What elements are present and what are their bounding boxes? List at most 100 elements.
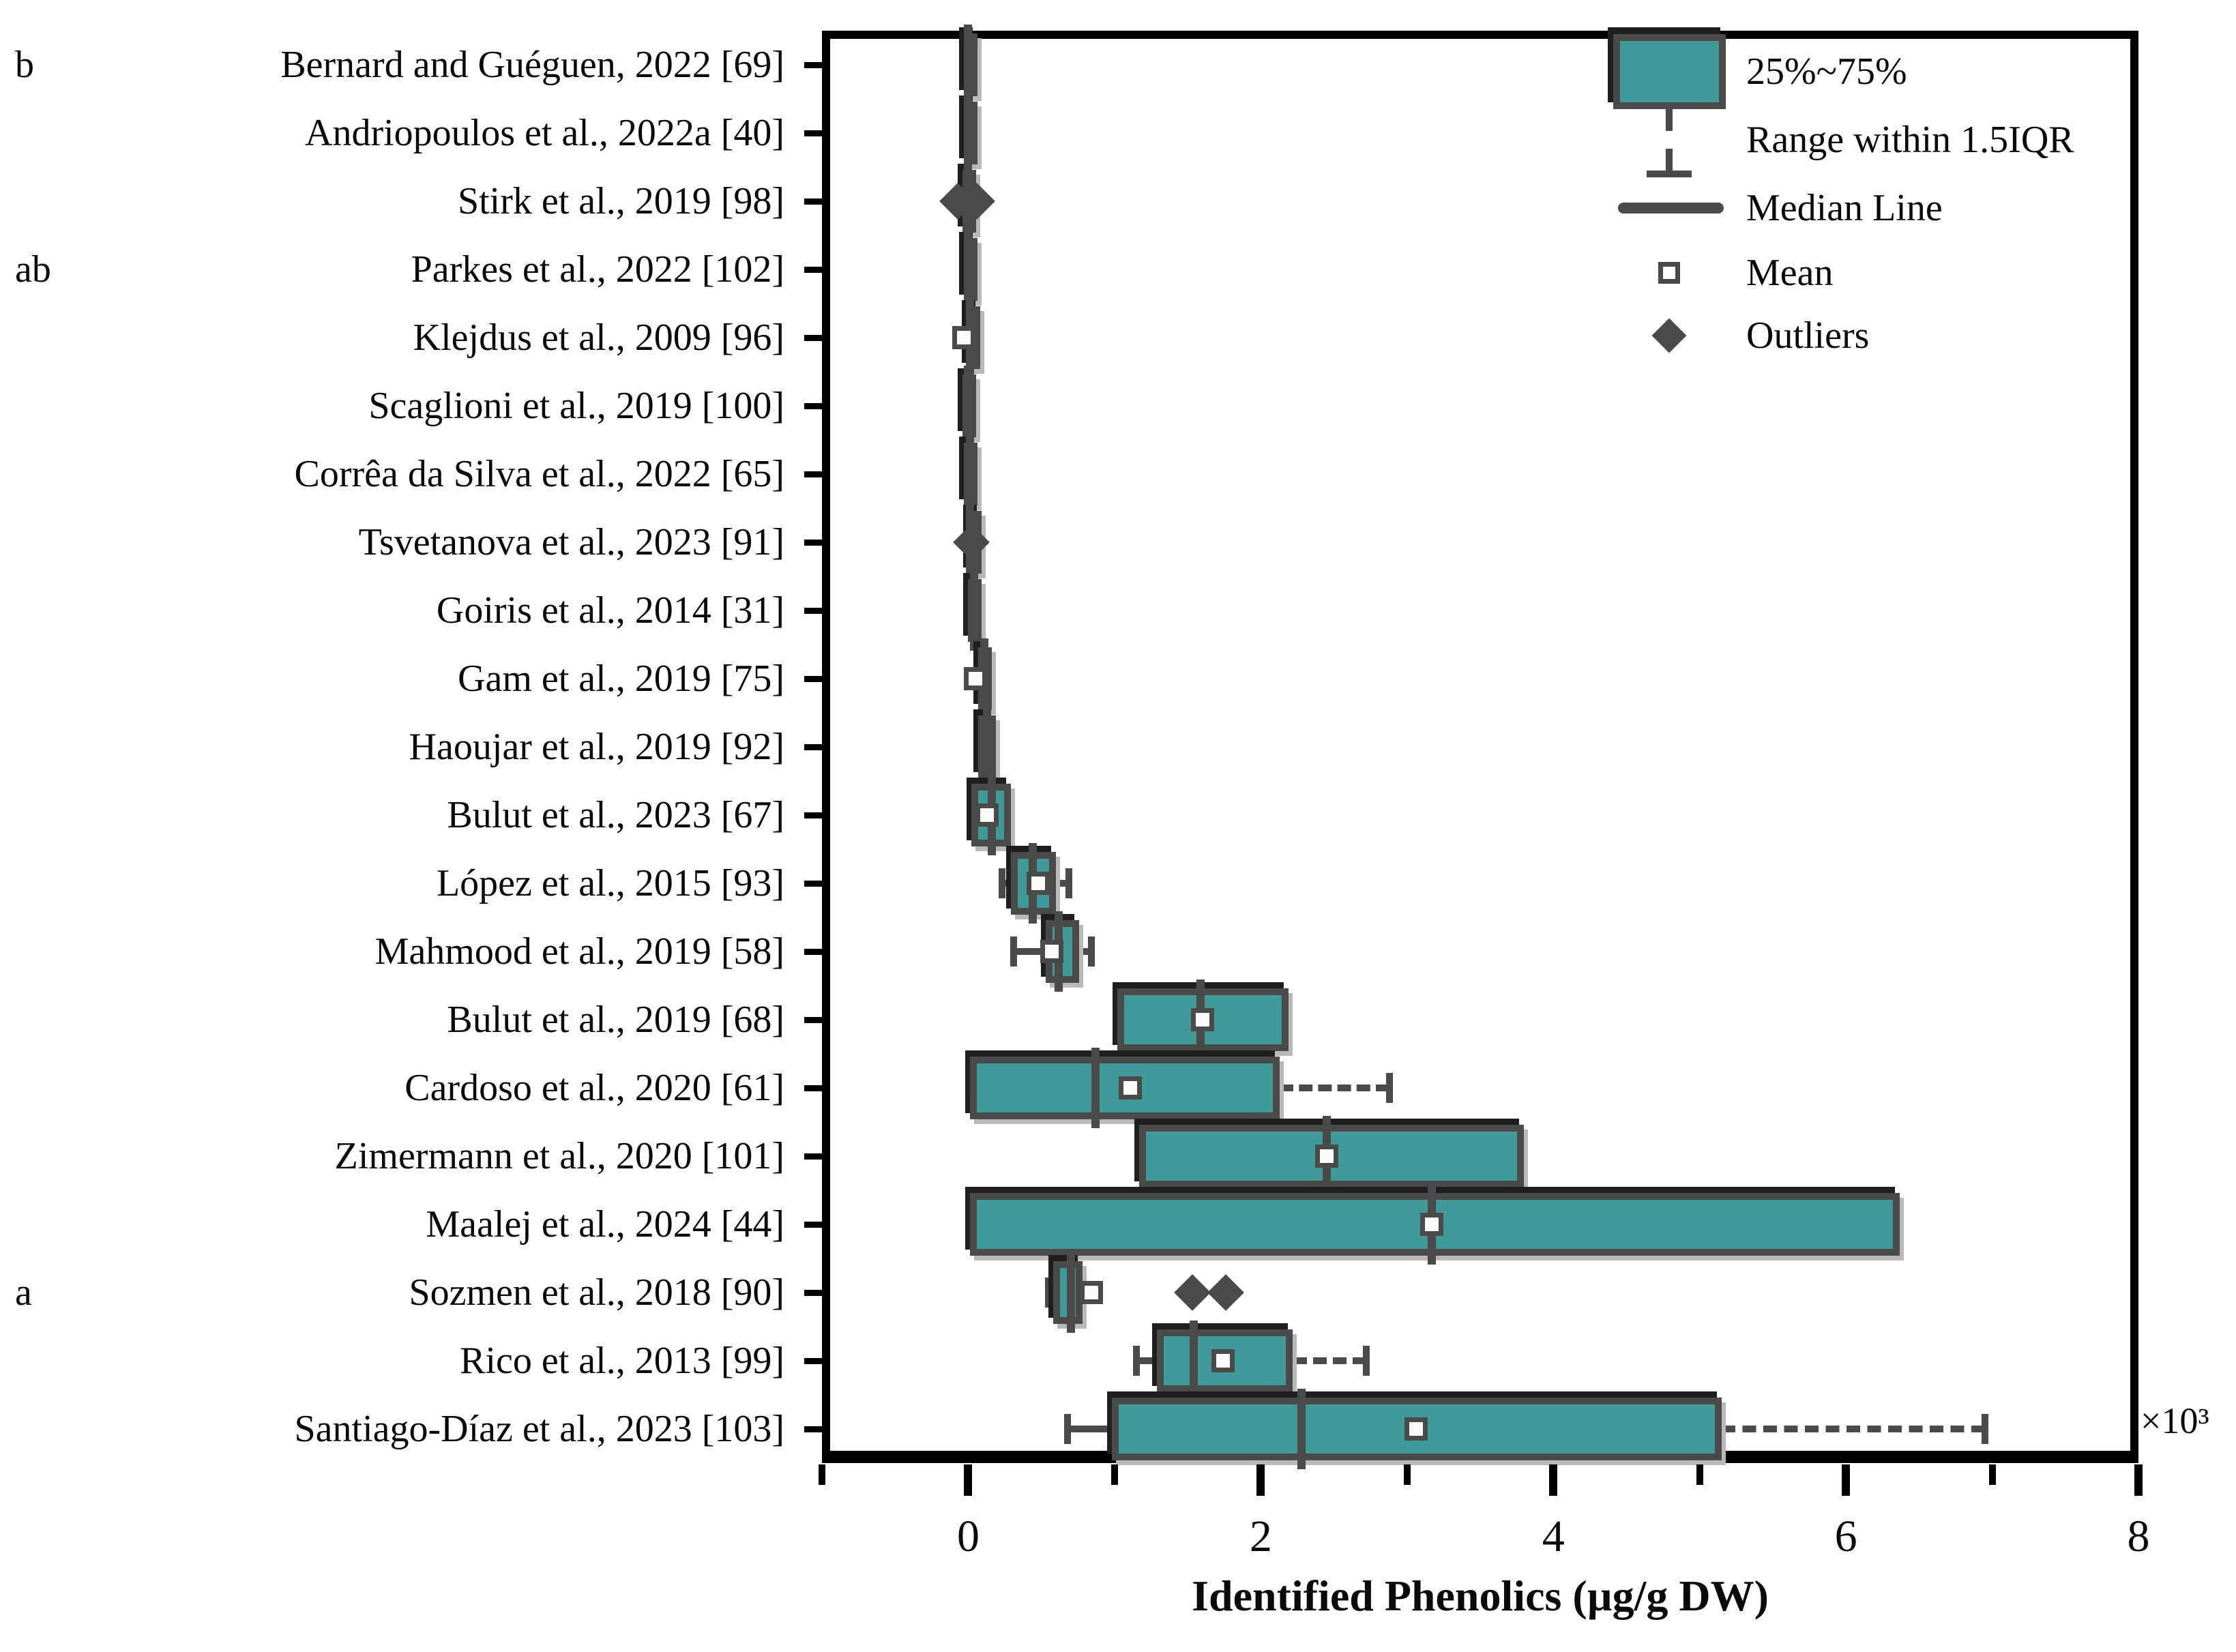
y-row-tick xyxy=(804,62,822,68)
y-axis-label: Zimermann et al., 2020 [101] xyxy=(334,1135,784,1177)
legend-label: Mean xyxy=(1746,252,1834,294)
legend-label: Range within 1.5IQR xyxy=(1746,119,2074,161)
y-axis-label: López et al., 2015 [93] xyxy=(436,862,784,904)
y-row-tick xyxy=(804,744,822,750)
x-tick-label: 4 xyxy=(1542,1511,1565,1561)
y-row-tick xyxy=(804,267,822,273)
whisker xyxy=(1079,948,1091,955)
mean-marker xyxy=(1404,1417,1428,1441)
y-axis-label: Stirk et al., 2019 [98] xyxy=(457,180,784,222)
mean-marker xyxy=(1119,1076,1143,1100)
legend-box-swatch-icon xyxy=(1613,34,1726,109)
y-axis-label: Klejdus et al., 2009 [96] xyxy=(413,316,784,359)
whisker-cap xyxy=(1065,868,1073,898)
x-tick-minor xyxy=(819,1464,825,1485)
x-tick-label: 8 xyxy=(2127,1511,2150,1561)
y-row-tick xyxy=(804,1017,822,1023)
y-axis-label: Bulut et al., 2019 [68] xyxy=(447,999,784,1041)
y-axis-label: Cardoso et al., 2020 [61] xyxy=(404,1067,784,1109)
y-axis-label: Haoujar et al., 2019 [92] xyxy=(409,726,784,768)
median-line xyxy=(965,434,974,514)
x-tick-label: 2 xyxy=(1249,1511,1272,1561)
group-letter: ab xyxy=(15,248,51,291)
whisker-cap xyxy=(998,868,1005,898)
mean-marker xyxy=(1211,1349,1235,1372)
whisker-cap xyxy=(1064,1414,1072,1444)
x-tick-minor xyxy=(1110,1464,1118,1485)
whisker xyxy=(1721,1426,1985,1432)
x-tick-major xyxy=(1842,1464,1851,1496)
legend-whisker-icon xyxy=(1666,109,1673,131)
x-tick-major xyxy=(964,1464,973,1496)
whisker xyxy=(1013,948,1046,955)
y-row-tick xyxy=(804,608,822,614)
legend-whisker-icon xyxy=(1647,171,1692,177)
mean-marker xyxy=(1040,940,1063,963)
y-row-tick xyxy=(804,540,822,546)
y-axis-label: Rico et al., 2013 [99] xyxy=(460,1340,784,1382)
x-tick-major xyxy=(2134,1464,2143,1496)
y-row-tick xyxy=(804,676,822,682)
y-axis-label: Goiris et al., 2014 [31] xyxy=(436,589,784,632)
whisker-cap xyxy=(1045,1278,1053,1308)
legend-label: Outliers xyxy=(1746,314,1870,357)
legend-label: 25%~75% xyxy=(1746,50,1907,93)
mean-marker xyxy=(964,667,988,690)
mean-marker xyxy=(975,803,999,827)
legend-mean-square-icon xyxy=(1658,262,1680,284)
median-line xyxy=(983,707,992,787)
legend-whisker-icon xyxy=(1666,149,1673,171)
y-axis-label: Mahmood et al., 2019 [58] xyxy=(374,930,784,973)
y-row-tick xyxy=(804,1358,822,1364)
whisker xyxy=(1068,1426,1112,1432)
x-axis-title: Identified Phenolics (µg/g DW) xyxy=(1192,1572,1769,1620)
y-axis-label: Tsvetanova et al., 2023 [91] xyxy=(358,521,784,563)
whisker-cap xyxy=(1981,1414,1988,1444)
legend-label: Median Line xyxy=(1746,187,1943,229)
median-line xyxy=(964,366,973,446)
y-row-tick xyxy=(804,198,822,205)
median-line xyxy=(964,93,973,173)
y-row-tick xyxy=(804,949,822,955)
y-row-tick xyxy=(804,335,822,341)
legend-median-line-icon xyxy=(1618,203,1724,213)
y-row-tick xyxy=(804,130,822,136)
axis-multiplier-label: ×10³ xyxy=(2141,1400,2209,1441)
x-tick-minor xyxy=(1403,1464,1411,1485)
y-row-tick xyxy=(804,881,822,887)
y-row-tick xyxy=(804,812,822,818)
y-axis-label: Andriopoulos et al., 2022a [40] xyxy=(305,112,784,154)
median-line xyxy=(970,570,979,651)
median-line xyxy=(1189,1321,1198,1401)
y-row-tick xyxy=(804,1426,822,1432)
y-row-tick xyxy=(804,403,822,409)
mean-marker xyxy=(1027,872,1050,895)
y-row-tick xyxy=(804,1222,822,1228)
mean-marker xyxy=(1190,1008,1214,1031)
x-tick-minor xyxy=(1988,1464,1996,1485)
y-row-tick xyxy=(804,1290,822,1296)
median-line xyxy=(1297,1389,1306,1469)
y-row-tick xyxy=(804,1085,822,1091)
y-axis-label: Sozmen et al., 2018 [90] xyxy=(409,1271,784,1314)
group-letter: b xyxy=(15,44,34,86)
y-axis-label: Corrêa da Silva et al., 2022 [65] xyxy=(294,453,784,495)
whisker xyxy=(1293,1357,1366,1364)
mean-marker xyxy=(1420,1213,1444,1236)
y-axis-label: Santiago-Díaz et al., 2023 [103] xyxy=(294,1408,784,1450)
median-line xyxy=(1066,1252,1075,1333)
whisker xyxy=(1136,1357,1158,1364)
y-axis-label: Gam et al., 2019 [75] xyxy=(458,658,784,700)
whisker xyxy=(1280,1085,1390,1091)
y-row-tick xyxy=(804,1153,822,1160)
y-axis-label: Parkes et al., 2022 [102] xyxy=(411,248,784,291)
whisker-cap xyxy=(1010,936,1017,967)
whisker xyxy=(1056,880,1070,887)
x-tick-label: 0 xyxy=(956,1511,980,1561)
y-axis-label: Bulut et al., 2023 [67] xyxy=(447,794,784,836)
median-line xyxy=(964,229,973,310)
whisker-cap xyxy=(1386,1073,1394,1103)
median-line xyxy=(1091,1048,1100,1128)
x-tick-label: 6 xyxy=(1834,1511,1857,1561)
